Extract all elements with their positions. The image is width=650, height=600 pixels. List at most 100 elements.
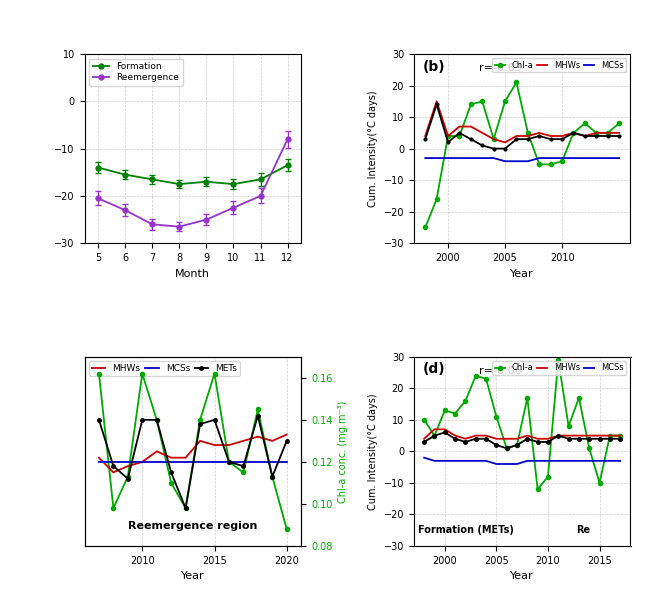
Legend: Formation, Reemergence: Formation, Reemergence xyxy=(89,59,183,86)
Chl-a xyxy=(482,375,490,382)
MHWs xyxy=(211,442,218,449)
MCSs xyxy=(421,154,429,161)
MCSs xyxy=(451,457,459,464)
MHWs xyxy=(421,435,428,442)
METs xyxy=(536,133,543,140)
METs xyxy=(433,101,441,108)
Chl-a xyxy=(239,469,247,476)
Chl-a xyxy=(569,129,577,136)
METs xyxy=(421,439,428,446)
METs xyxy=(472,435,480,442)
Chl-a xyxy=(547,161,554,168)
Text: (b): (b) xyxy=(422,59,445,74)
METs xyxy=(482,435,490,442)
Chl-a xyxy=(592,129,600,136)
MHWs xyxy=(167,454,175,461)
Line: METs: METs xyxy=(422,431,622,450)
MCSs xyxy=(196,458,204,466)
METs xyxy=(254,412,262,419)
Chl-a xyxy=(503,445,511,452)
MCSs xyxy=(581,154,589,161)
Chl-a xyxy=(124,473,132,480)
MHWs xyxy=(547,133,554,140)
MHWs xyxy=(586,432,593,439)
Chl-a xyxy=(441,407,448,414)
MHWs xyxy=(254,433,262,440)
MHWs xyxy=(524,133,532,140)
MHWs xyxy=(575,432,583,439)
Chl-a xyxy=(109,505,117,512)
Chl-a xyxy=(95,370,103,377)
METs xyxy=(586,435,593,442)
Chl-a xyxy=(493,413,500,420)
METs xyxy=(592,133,600,140)
METs xyxy=(124,475,132,482)
MHWs xyxy=(513,133,521,140)
Chl-a xyxy=(444,133,452,140)
MHWs xyxy=(433,98,441,105)
MHWs xyxy=(153,448,161,455)
MHWs xyxy=(196,437,204,445)
Y-axis label: Cum. Intensity(°C days): Cum. Intensity(°C days) xyxy=(368,91,378,207)
Line: MHWs: MHWs xyxy=(99,434,287,472)
X-axis label: Year: Year xyxy=(181,571,205,581)
METs xyxy=(569,129,577,136)
MCSs xyxy=(604,154,612,161)
METs xyxy=(95,416,103,424)
Line: METs: METs xyxy=(424,103,621,150)
MCSs xyxy=(254,458,262,466)
Chl-a xyxy=(575,394,583,401)
Line: MCSs: MCSs xyxy=(424,458,620,464)
MCSs xyxy=(544,457,552,464)
MHWs xyxy=(569,129,577,136)
MHWs xyxy=(606,432,614,439)
Chl-a xyxy=(616,432,624,439)
Line: Chl-a: Chl-a xyxy=(422,358,622,491)
Chl-a xyxy=(167,479,175,487)
METs xyxy=(523,435,531,442)
MHWs xyxy=(441,426,448,433)
MHWs xyxy=(283,431,291,438)
MCSs xyxy=(595,457,603,464)
MHWs xyxy=(604,129,612,136)
METs xyxy=(430,432,438,439)
MCSs xyxy=(575,457,583,464)
METs xyxy=(493,442,500,449)
MHWs xyxy=(581,133,589,140)
Chl-a xyxy=(513,442,521,449)
METs xyxy=(239,463,247,470)
Line: Chl-a: Chl-a xyxy=(97,371,289,531)
Chl-a xyxy=(153,416,161,424)
Chl-a xyxy=(472,372,480,379)
Chl-a xyxy=(615,120,623,127)
METs xyxy=(467,136,474,143)
METs xyxy=(544,439,552,446)
MCSs xyxy=(456,154,463,161)
MHWs xyxy=(421,133,429,140)
METs xyxy=(196,421,204,428)
METs xyxy=(489,145,497,152)
Chl-a xyxy=(421,224,429,231)
MHWs xyxy=(451,432,459,439)
METs xyxy=(478,142,486,149)
MCSs xyxy=(592,154,600,161)
Text: r=-0.63: r=-0.63 xyxy=(479,64,521,73)
MHWs xyxy=(482,432,490,439)
Chl-a xyxy=(421,416,428,424)
MHWs xyxy=(616,432,624,439)
MHWs xyxy=(489,136,497,143)
MCSs xyxy=(493,460,500,467)
METs xyxy=(565,435,573,442)
Chl-a xyxy=(456,133,463,140)
MCSs xyxy=(239,458,247,466)
Text: Re: Re xyxy=(577,524,590,535)
MHWs xyxy=(456,123,463,130)
MCSs xyxy=(283,458,291,466)
Chl-a xyxy=(554,356,562,364)
METs xyxy=(513,136,521,143)
MHWs xyxy=(513,435,521,442)
MCSs xyxy=(503,460,511,467)
METs xyxy=(524,136,532,143)
METs xyxy=(153,416,161,424)
MCSs xyxy=(444,154,452,161)
